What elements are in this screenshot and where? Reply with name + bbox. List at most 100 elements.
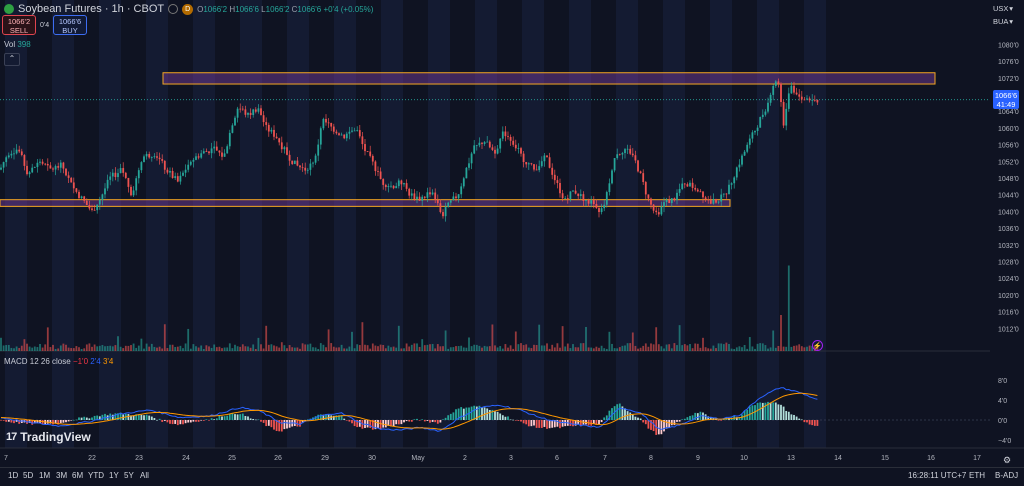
adjust-toggle[interactable]: B-ADJ [995,471,1019,480]
macd-histogram-bar [301,420,304,424]
macd-histogram-bar [278,420,281,432]
currency-selector[interactable]: USX ▾ [993,4,1013,13]
gear-icon[interactable]: ⚙ [1003,455,1012,465]
macd-histogram-bar [130,415,132,420]
macd-histogram-bar [85,417,88,420]
volume-bar [418,346,421,351]
volume-bar [512,348,515,351]
macd-histogram-bar [369,420,372,428]
tradingview-logo-icon: 17 [6,431,17,443]
volume-bar [525,344,528,351]
volume-bar [70,348,73,351]
macd-histogram-bar [738,416,741,420]
range-button-6m[interactable]: 6M [72,471,84,480]
sell-label: SELL [9,26,29,35]
macd-histogram-bar [764,402,767,420]
volume-bar [96,346,99,351]
macd-histogram-bar [0,420,2,421]
volume-bar [582,343,585,351]
buy-button[interactable]: 1066'6 BUY [53,15,87,35]
volume-bar [228,343,231,351]
signal-line [0,392,818,430]
range-button-1d[interactable]: 1D [8,471,19,480]
volume-bar [657,344,660,351]
candle-body [345,133,348,139]
candle-body [400,180,403,185]
volume-bar [384,348,387,351]
macd-histogram-bar [579,420,582,427]
macd-histogram-bar [262,420,265,423]
candle-body [397,180,400,187]
macd-histogram-bar [218,416,221,420]
volume-bar [481,347,483,351]
macd-histogram-bar [496,411,499,420]
macd-legend[interactable]: MACD 12 26 close −1'0 2'4 3'4 [4,357,114,366]
candle-body [408,188,411,196]
macd-histogram-bar [444,417,447,420]
symbol-title[interactable]: Soybean Futures · 1h · CBOT [18,3,165,15]
volume-bar [223,347,226,351]
macd-histogram-bar [374,420,377,430]
session-toggle[interactable]: ETH [969,471,985,480]
session-band [287,0,309,448]
macd-histogram-bar [418,420,421,421]
candle-body [18,149,21,152]
macd-histogram-bar [608,410,611,420]
chevron-down-icon: ▾ [1009,4,1013,13]
volume-bar [626,343,629,351]
macd-histogram-bar [772,402,775,420]
macd-histogram-bar [208,420,210,421]
range-button-ytd[interactable]: YTD [88,471,104,480]
macd-histogram-bar [137,414,140,420]
candle-body [707,199,710,201]
volume-bar [587,347,590,351]
range-button-3m[interactable]: 3M [56,471,68,480]
range-button-1m[interactable]: 1M [39,471,51,480]
candle-body [26,165,28,175]
volume-legend[interactable]: Vol 398 [4,40,31,49]
unit-selector[interactable]: BUA ▾ [993,17,1013,26]
volume-bar [491,324,494,351]
macd-histogram-bar [231,412,234,420]
eye-icon[interactable] [168,4,179,14]
candle-body [161,159,164,161]
macd-histogram-bar [270,420,273,428]
volume-bar [127,345,130,351]
macd-histogram-bar [52,420,54,425]
volume-bar [663,348,665,351]
candle-body [241,108,244,110]
sell-button[interactable]: 1066'2 SELL [2,15,36,35]
volume-bar [353,348,356,351]
volume-bar [400,348,403,351]
macd-histogram-bar [787,411,790,420]
candle-body [343,134,346,139]
volume-bar [444,330,447,351]
candle-body [691,182,694,188]
volume-bar [681,345,684,351]
candle-body [70,177,73,183]
lightning-icon[interactable]: ⚡ [812,340,823,351]
candle-body [644,182,647,195]
candle-body [733,177,736,184]
candle-body [613,158,616,171]
range-button-all[interactable]: All [140,471,149,480]
candle-body [137,170,140,179]
candle-body [452,196,455,201]
macd-histogram-bar [748,406,751,420]
clock[interactable]: 16:28:11 UTC+7 [908,471,967,480]
range-button-1y[interactable]: 1Y [109,471,119,480]
candle-body [660,206,663,215]
volume-bar [93,344,96,351]
candle-body [189,161,192,165]
volume-bar [291,347,294,351]
range-button-5y[interactable]: 5Y [124,471,134,480]
session-band [193,0,215,448]
candle-body [423,196,426,198]
candle-body [221,152,223,157]
volume-bar [184,343,187,351]
candle-body [145,154,148,157]
range-button-5d[interactable]: 5D [23,471,34,480]
collapse-legend-button[interactable]: ⌃ [4,53,20,66]
candle-body [356,130,359,131]
